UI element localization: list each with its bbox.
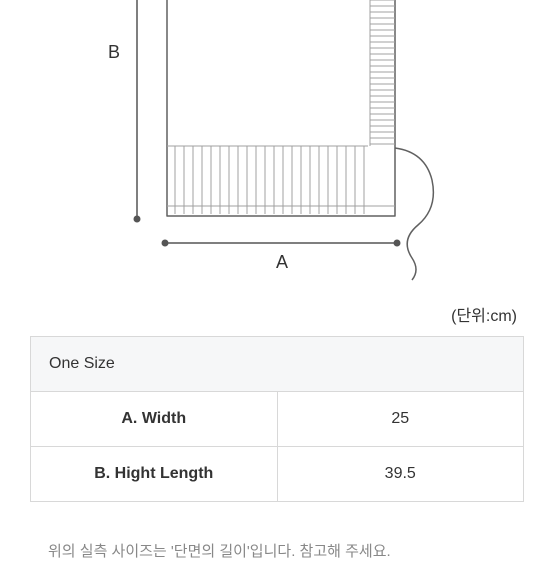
row-label: B. Hight Length [31, 447, 278, 502]
diagram-area: B A [0, 0, 555, 290]
dimension-b-label: B [108, 42, 120, 63]
table-header-row: One Size [31, 337, 524, 392]
row-label: A. Width [31, 392, 278, 447]
dimension-a-label: A [276, 252, 288, 273]
table-header: One Size [31, 337, 524, 392]
row-value: 25 [277, 392, 524, 447]
mitten-diagram [0, 0, 555, 290]
row-value: 39.5 [277, 447, 524, 502]
unit-label: (단위:cm) [451, 302, 517, 326]
table-row: B. Hight Length 39.5 [31, 447, 524, 502]
size-table: One Size A. Width 25 B. Hight Length 39.… [30, 336, 524, 502]
footnote: 위의 실측 사이즈는 '단면의 길이'입니다. 참고해 주세요. [48, 540, 391, 561]
table-row: A. Width 25 [31, 392, 524, 447]
